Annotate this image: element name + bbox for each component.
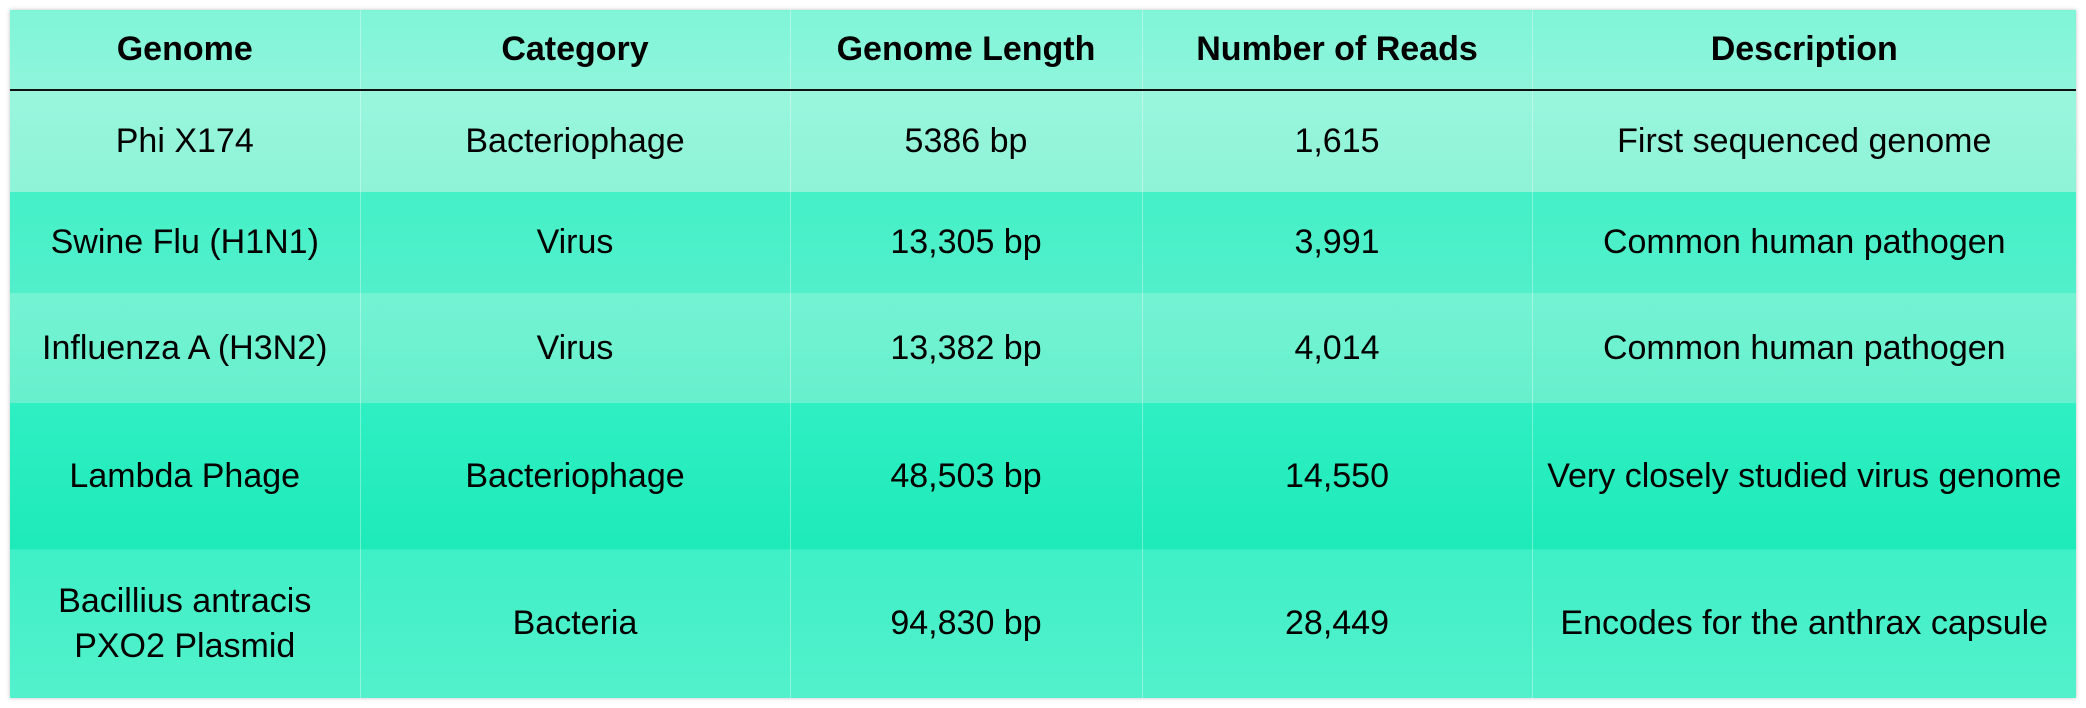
table-row: Lambda Phage Bacteriophage 48,503 bp 14,… — [10, 403, 2076, 550]
genome-table: Genome Category Genome Length Number of … — [10, 10, 2076, 698]
cell-number-of-reads: 4,014 — [1142, 293, 1533, 404]
header-category: Category — [360, 10, 791, 91]
cell-description: Common human pathogen — [1602, 223, 2006, 261]
cell-number-of-reads: 3,991 — [1142, 191, 1533, 294]
cell-category: Virus — [360, 191, 791, 294]
cell-genome-length: 13,382 bp — [790, 293, 1143, 404]
cell-number-of-reads: 28,449 — [1142, 549, 1533, 698]
table-row: Swine Flu (H1N1) Virus 13,305 bp 3,991 C… — [10, 191, 2076, 294]
cell-category: Virus — [360, 293, 791, 404]
header-genome: Genome — [10, 10, 361, 91]
header-description: Description — [1532, 10, 2076, 91]
cell-description: Very closely studied virus genome — [1547, 456, 2062, 495]
cell-genome: Lambda Phage — [10, 403, 361, 550]
cell-genome: Bacillius antracis PXO2 Plasmid — [10, 549, 361, 698]
table-row: Bacillius antracis PXO2 Plasmid Bacteria… — [10, 549, 2076, 698]
cell-genome: Phi X174 — [10, 90, 361, 192]
header-genome-length: Genome Length — [790, 10, 1143, 91]
table-row: Influenza A (H3N2) Virus 13,382 bp 4,014… — [10, 293, 2076, 404]
cell-genome-length: 13,305 bp — [790, 191, 1143, 294]
table-header-row: Genome Category Genome Length Number of … — [10, 10, 2076, 91]
cell-genome-length: 48,503 bp — [790, 403, 1143, 550]
cell-description: Encodes for the anthrax capsule — [1560, 604, 2049, 643]
cell-description: Common human pathogen — [1602, 328, 2006, 367]
cell-category: Bacteriophage — [360, 403, 791, 550]
cell-genome-length: 94,830 bp — [790, 549, 1143, 698]
table-row: Phi X174 Bacteriophage 5386 bp 1,615 Fir… — [10, 90, 2076, 192]
cell-description: First sequenced genome — [1617, 121, 1992, 160]
cell-number-of-reads: 1,615 — [1142, 90, 1533, 192]
cell-number-of-reads: 14,550 — [1142, 403, 1533, 550]
cell-category: Bacteriophage — [360, 90, 791, 192]
cell-genome: Swine Flu (H1N1) — [10, 191, 361, 294]
table-container: Genome Category Genome Length Number of … — [10, 10, 2076, 698]
cell-genome: Influenza A (H3N2) — [10, 293, 361, 404]
cell-genome-length: 5386 bp — [790, 90, 1143, 192]
header-number-of-reads: Number of Reads — [1142, 10, 1533, 91]
cell-category: Bacteria — [360, 549, 791, 698]
